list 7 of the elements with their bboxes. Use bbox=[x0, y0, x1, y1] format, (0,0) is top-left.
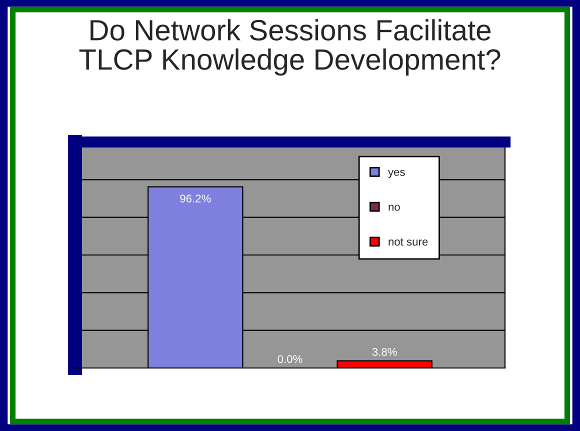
data-label: 3.8% bbox=[372, 348, 397, 356]
legend-label: not sure bbox=[388, 238, 428, 246]
legend-label: yes bbox=[388, 170, 405, 178]
legend-label: no bbox=[388, 204, 400, 211]
data-label: 0.0% bbox=[278, 355, 302, 363]
chart-title: Do Network Sessions Facilitate TLCP Knowledge Development? bbox=[79, 19, 500, 76]
data-label: 96.2% bbox=[180, 194, 211, 203]
